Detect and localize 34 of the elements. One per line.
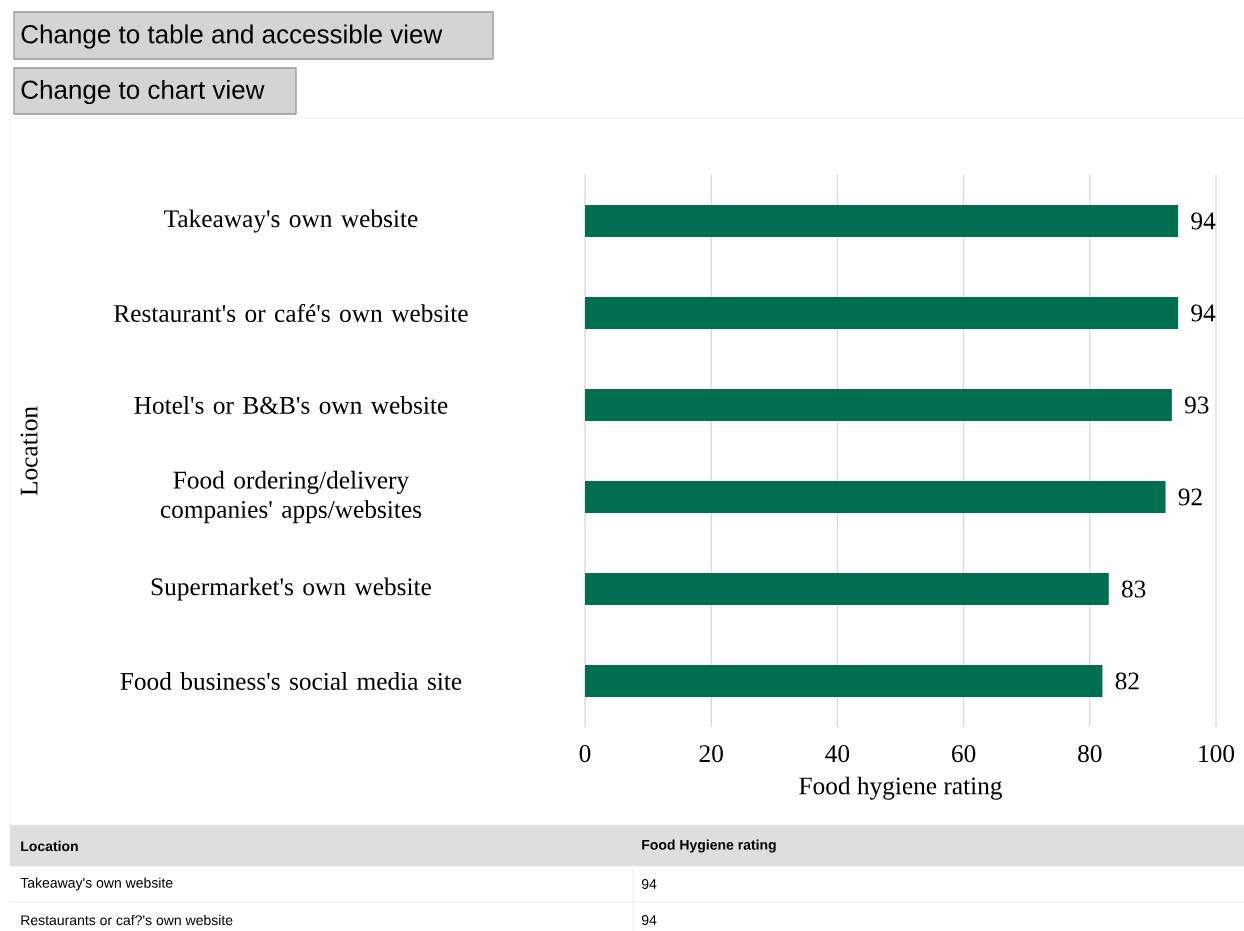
bar xyxy=(585,205,1179,238)
data-label: 83 xyxy=(1121,580,1146,598)
text: Change to chart view xyxy=(21,79,265,105)
text: Restaurants or caf?'s own website xyxy=(21,914,233,926)
data-label: 94 xyxy=(1191,304,1216,322)
bar xyxy=(585,573,1109,606)
y-tick-label: Takeaway's own website xyxy=(164,209,418,233)
y-axis-title: Location xyxy=(20,406,38,496)
text: Location xyxy=(21,840,78,852)
data-label: 93 xyxy=(1184,396,1209,414)
x-tick-label: 20 xyxy=(699,745,723,763)
x-tick-label: 40 xyxy=(825,745,850,763)
data-label: 94 xyxy=(1191,212,1216,230)
x-axis-title: Food hygiene rating xyxy=(799,776,1003,800)
bar xyxy=(585,481,1166,514)
data-label: 82 xyxy=(1115,672,1139,690)
bar xyxy=(585,389,1172,422)
text: Change to table and accessible view xyxy=(21,24,443,49)
y-tick-label: Food ordering/delivery companies' apps/websites xyxy=(160,470,422,524)
y-tick-label: Food business's social media site xyxy=(120,672,462,690)
x-tick-label: 100 xyxy=(1199,745,1235,763)
text: 94 xyxy=(641,915,657,925)
x-tick-label: 80 xyxy=(1078,745,1102,763)
text: Takeaway's own website xyxy=(20,877,173,891)
y-tick-label: Restaurant's or café's own website xyxy=(114,303,468,323)
x-tick-label: 60 xyxy=(952,745,976,763)
text: Food Hygiene rating xyxy=(642,839,776,853)
bar xyxy=(585,297,1179,330)
y-tick-label: Supermarket's own website xyxy=(151,577,431,601)
y-tick-label: Hotel's or B&B's own website xyxy=(134,396,448,414)
text: 94 xyxy=(641,879,657,889)
x-tick-label: 0 xyxy=(579,745,591,763)
data-label: 92 xyxy=(1178,488,1202,506)
bar xyxy=(585,665,1103,698)
